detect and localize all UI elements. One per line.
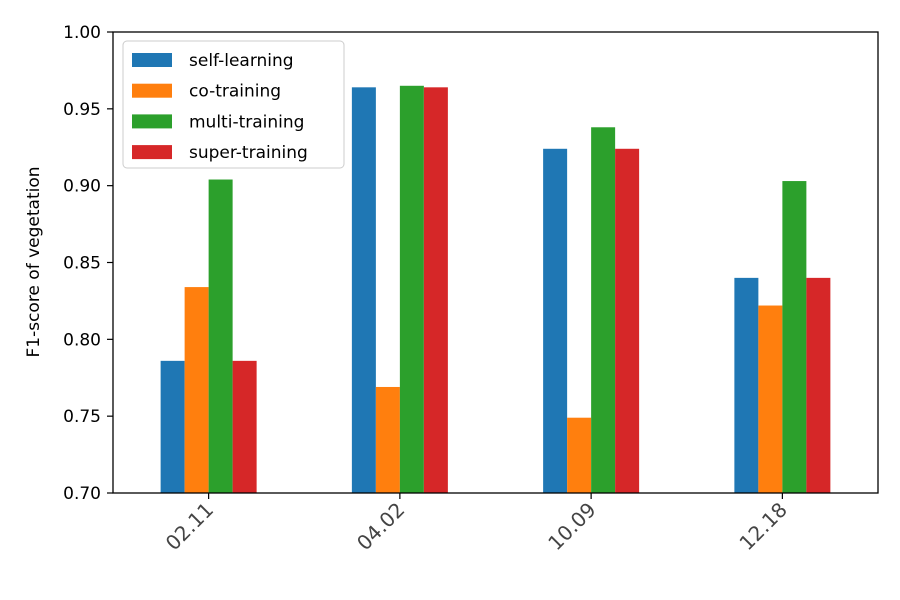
legend-swatch-multi-training [132,114,172,129]
y-tick-label: 0.75 [63,407,101,427]
bar-multi-training-12-18 [782,181,807,493]
x-tick-label: 02.11 [161,498,218,555]
bar-multi-training-10-09 [591,127,616,494]
bar-co-training-12-18 [758,305,783,493]
bar-co-training-02-11 [184,287,209,493]
legend-box [122,40,345,169]
legend-label-multi-training: multi-training [189,112,304,132]
legend-label-self-learning: self-learning [189,51,294,71]
legend-swatch-self-learning [132,53,172,67]
bar-multi-training-04-02 [399,85,424,494]
bar-self-learning-02-11 [160,360,185,493]
bar-super-training-12-18 [806,277,831,493]
bar-super-training-10-09 [615,148,640,493]
x-tick-label: 10.09 [543,498,600,555]
y-tick-label: 0.90 [63,177,101,197]
bar-self-learning-12-18 [734,277,759,493]
legend-swatch-super-training [132,145,172,160]
legend-label-super-training: super-training [189,143,308,163]
y-tick-label: 0.80 [63,330,101,350]
bar-self-learning-04-02 [351,87,376,493]
legend-swatch-co-training [132,83,172,98]
legend-label-co-training: co-training [189,82,281,102]
bar-co-training-04-02 [375,386,400,493]
bar-multi-training-02-11 [208,179,233,493]
y-axis: 0.70 0.75 0.80 0.85 0.90 0.95 1.00 [63,23,113,504]
x-axis: 02.11 04.02 10.09 12.18 [161,493,792,555]
bar-co-training-10-09 [567,417,592,493]
x-tick-label: 12.18 [734,498,791,555]
x-tick-label: 04.02 [352,498,409,555]
y-axis-label: F1-score of vegetation [24,166,44,357]
bar-super-training-02-11 [232,360,257,493]
y-tick-label: 0.85 [63,254,101,274]
bars-group [160,85,831,494]
y-tick-label: 0.70 [63,484,101,504]
y-tick-label: 1.00 [63,23,101,43]
bar-super-training-04-02 [423,87,448,493]
legend: self-learning co-training multi-training su… [122,40,345,169]
bar-self-learning-10-09 [543,148,568,493]
y-tick-label: 0.95 [63,100,101,120]
